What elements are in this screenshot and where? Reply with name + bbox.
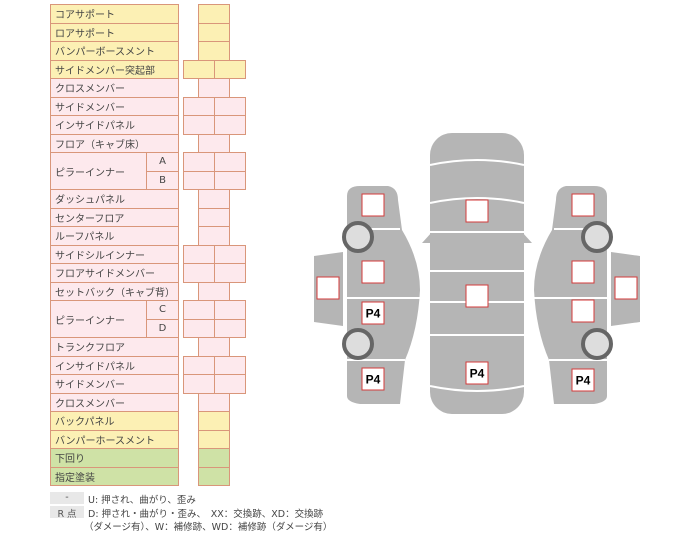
car-center-body: [430, 133, 524, 414]
check-cell-right[interactable]: [214, 318, 246, 338]
car-right-side: [534, 186, 607, 404]
check-cell-right[interactable]: [214, 59, 246, 79]
damage-mark-box[interactable]: [571, 299, 595, 323]
row-label: ピラーインナー: [50, 300, 147, 338]
damage-mark-box[interactable]: [316, 276, 340, 300]
damage-mark-box[interactable]: [571, 260, 595, 284]
damage-mark-box[interactable]: [465, 361, 489, 385]
row-label: 指定塗装: [50, 466, 179, 486]
check-cell-right[interactable]: [214, 374, 246, 394]
legend-text-2: D: 押され・曲がり・歪み、 XX：交換跡、XD：交換跡: [88, 509, 324, 520]
wheels: [342, 221, 613, 360]
damage-mark-box[interactable]: [465, 284, 489, 308]
damage-mark-box[interactable]: [361, 367, 385, 391]
check-cell-right[interactable]: [214, 115, 246, 135]
damage-mark-label: P4: [576, 374, 591, 388]
check-cell-right[interactable]: [214, 170, 246, 190]
damage-mark-box[interactable]: [361, 193, 385, 217]
legend-key-r: R 点: [50, 506, 84, 520]
wheel-icon: [342, 221, 374, 253]
wheel-icon: [342, 328, 374, 360]
check-cell[interactable]: [198, 466, 230, 486]
damage-mark-box[interactable]: [361, 301, 385, 325]
damage-mark-box[interactable]: [571, 193, 595, 217]
damage-mark-box[interactable]: [571, 368, 595, 392]
check-cell-right[interactable]: [214, 263, 246, 283]
wheel-icon: [581, 221, 613, 253]
damage-mark-box[interactable]: [614, 276, 638, 300]
damage-mark-box[interactable]: [465, 199, 489, 223]
damage-mark-label: P4: [366, 373, 381, 387]
damage-mark-label: P4: [366, 307, 381, 321]
legend-text-3: （ダメージ有）、W：補修跡、WD：補修跡（ダメージ有）: [84, 522, 333, 533]
legend-key-dash: -: [50, 492, 84, 504]
damage-mark-box[interactable]: [361, 260, 385, 284]
wheel-icon: [581, 328, 613, 360]
damage-mark-label: P4: [470, 367, 485, 381]
row-label: ピラーインナー: [50, 152, 147, 190]
legend-text-1: U: 押され、曲がり、歪み: [88, 495, 196, 506]
